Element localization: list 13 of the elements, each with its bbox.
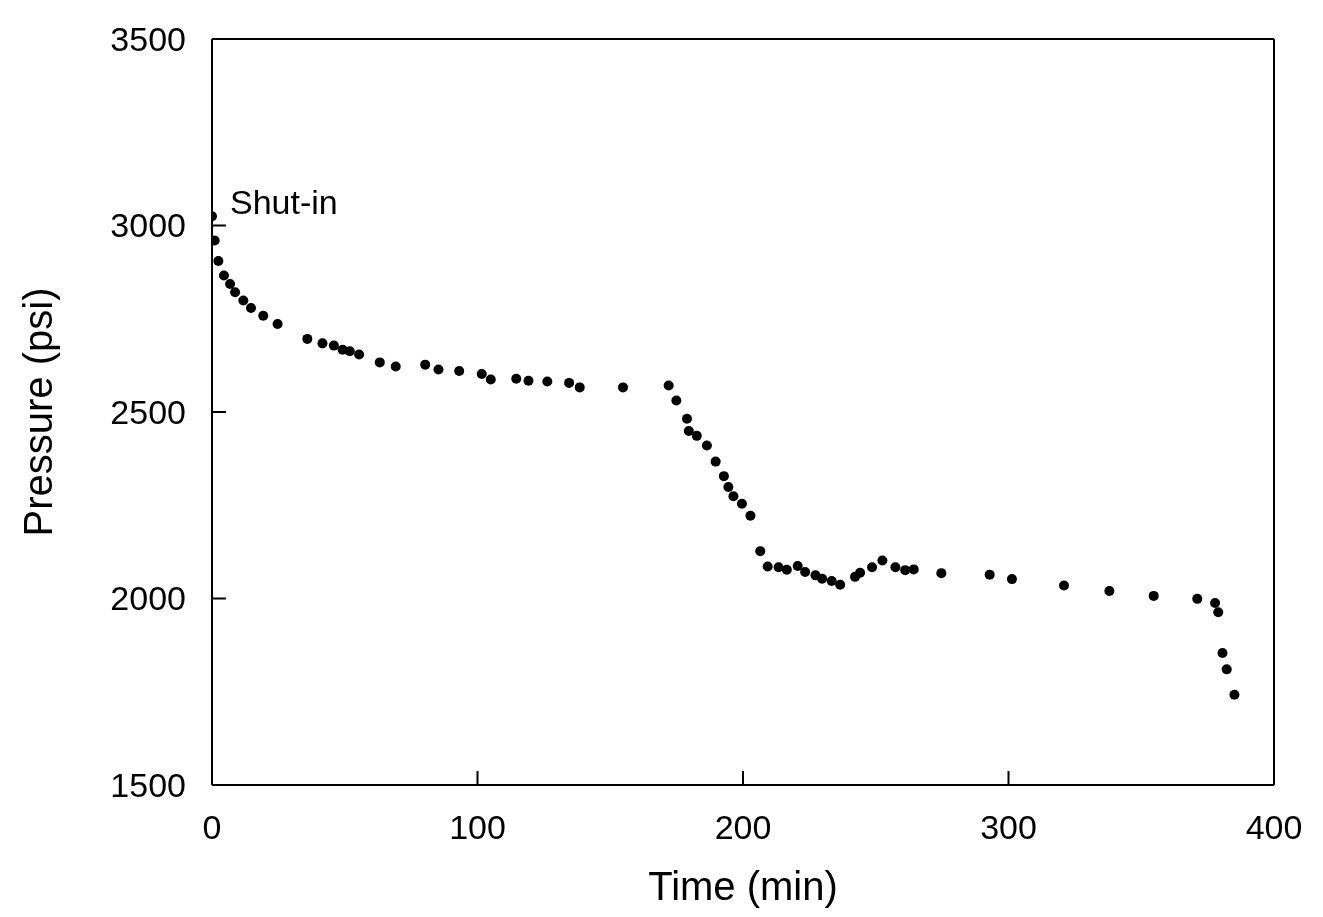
x-tick-label: 300	[980, 808, 1037, 847]
x-tick-label: 100	[449, 808, 506, 847]
x-tick-label: 0	[202, 808, 222, 847]
y-axis-title: Pressure (psi)	[16, 287, 61, 537]
y-tick-label: 2000	[110, 579, 186, 618]
y-tick-label: 3000	[110, 206, 186, 245]
y-tick-label: 1500	[110, 765, 186, 804]
y-tick-label: 3500	[110, 19, 186, 58]
x-axis-title: Time (min)	[648, 864, 838, 908]
x-tick-label: 400	[1245, 808, 1303, 847]
y-tick-label: 2500	[110, 392, 186, 431]
annotation: Shut-in	[230, 183, 338, 222]
x-tick-label: 200	[714, 808, 772, 847]
